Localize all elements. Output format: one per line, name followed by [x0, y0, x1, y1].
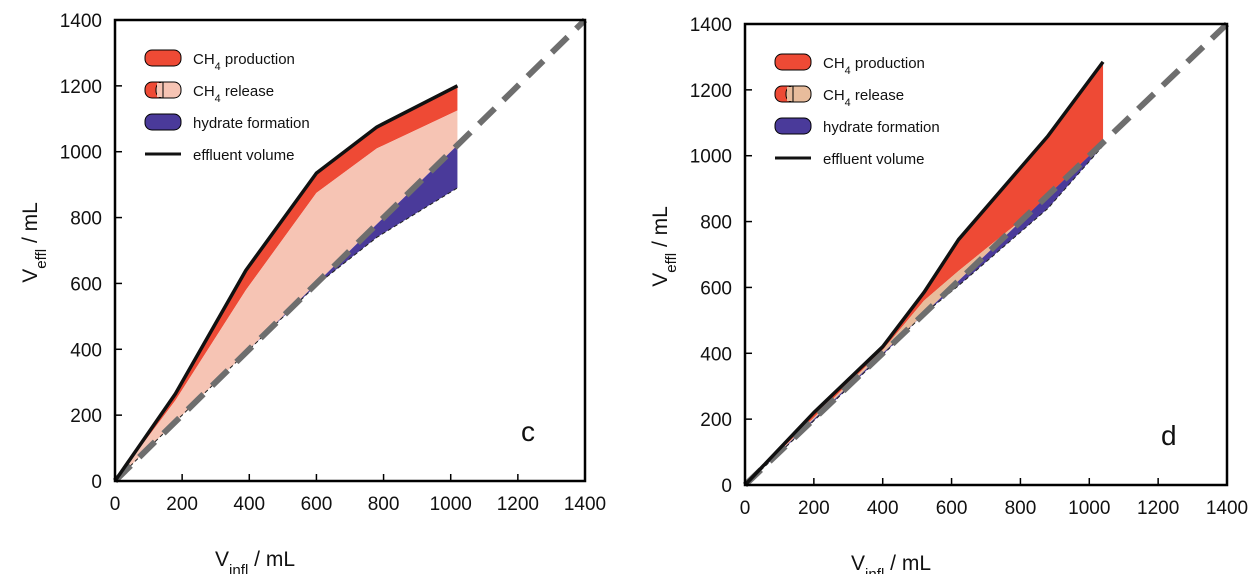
y-tick-label: 1400	[60, 11, 102, 32]
x-tick-label: 1200	[1137, 498, 1179, 519]
y-tick-label: 200	[70, 406, 102, 427]
legend-swatch-production	[144, 49, 182, 67]
legend-label: effluent volume	[193, 147, 294, 164]
x-tick-label: 1000	[430, 494, 472, 515]
legend-item-release: CH4 release	[144, 81, 274, 105]
area-ch4-production	[115, 85, 458, 481]
x-tick-label: 600	[301, 494, 333, 515]
x-axis-label: Vinfl / mL	[851, 552, 931, 574]
chart-panel-d: 0 200 400 600 800 1000 1200 1400 0 200 400 600 800 10…	[649, 15, 1248, 574]
x-tick-label: 200	[798, 498, 830, 519]
x-axis-label: Vinfl / mL	[215, 548, 295, 574]
x-tick-label: 200	[166, 494, 198, 515]
y-tick-label: 0	[721, 476, 732, 497]
legend-swatch-release-fill	[787, 87, 794, 101]
y-axis-label: Veffl / mL	[649, 206, 680, 287]
y-tick-label: 1400	[690, 15, 732, 36]
legend-label: CH4 release	[193, 83, 274, 105]
y-tick-label: 400	[700, 344, 732, 365]
y-tick-label: 600	[70, 274, 102, 295]
y-tick-label: 0	[91, 472, 102, 493]
x-tick-label: 400	[233, 494, 265, 515]
x-tick-label: 800	[368, 494, 400, 515]
chart-panel-c: 0 200 400 600 800 1000 1200 1400 0 200 400 600 800 10…	[19, 11, 606, 574]
legend-label: CH4 production	[193, 51, 295, 73]
legend-swatch-release-fill	[157, 83, 164, 97]
x-tick-label: 800	[1005, 498, 1037, 519]
legend-item-hydrate: hydrate formation	[774, 117, 940, 136]
x-tick-label: 1400	[564, 494, 606, 515]
x-tick-label: 0	[110, 494, 121, 515]
effluent-volume-line	[113, 84, 459, 482]
legend-swatch-production	[774, 53, 812, 71]
x-tick-label: 0	[740, 498, 751, 519]
legend-label: hydrate formation	[823, 119, 940, 136]
x-tick-label: 400	[867, 498, 899, 519]
legend-swatch-hydrate	[774, 117, 812, 135]
y-tick-label: 1200	[690, 81, 732, 102]
reference-line	[112, 17, 588, 484]
x-tick-label: 1400	[1206, 498, 1248, 519]
x-tick-label: 1200	[497, 494, 539, 515]
reference-line	[742, 21, 1230, 488]
legend-swatch-hydrate	[144, 113, 182, 131]
y-tick-label: 600	[700, 278, 732, 299]
x-tick-label: 1000	[1068, 498, 1110, 519]
panel-label: c	[521, 416, 535, 447]
panel-label: d	[1161, 420, 1177, 451]
area-ch4-release	[115, 110, 458, 481]
y-tick-label: 1000	[60, 143, 102, 164]
legend-item-release: CH4 release	[774, 85, 904, 109]
y-tick-label: 800	[70, 209, 102, 230]
legend-item-hydrate: hydrate formation	[144, 113, 310, 132]
effluent-volume-line	[743, 60, 1105, 487]
y-tick-label: 1200	[60, 77, 102, 98]
legend-label: effluent volume	[823, 151, 924, 168]
legend-item-production: CH4 production	[144, 49, 295, 73]
legend-label: CH4 release	[823, 87, 904, 109]
y-tick-label: 400	[70, 340, 102, 361]
legend-item-effluent: effluent volume	[145, 147, 294, 164]
y-tick-label: 200	[700, 410, 732, 431]
legend-item-production: CH4 production	[774, 53, 925, 77]
y-tick-label: 1000	[690, 147, 732, 168]
y-tick-label: 800	[700, 213, 732, 234]
legend-item-effluent: effluent volume	[775, 151, 924, 168]
y-axis-label: Veffl / mL	[19, 202, 50, 283]
x-tick-label: 600	[936, 498, 968, 519]
legend-label: CH4 production	[823, 55, 925, 77]
legend-label: hydrate formation	[193, 115, 310, 132]
plot-frame	[743, 22, 1229, 487]
plot-frame	[113, 18, 587, 483]
